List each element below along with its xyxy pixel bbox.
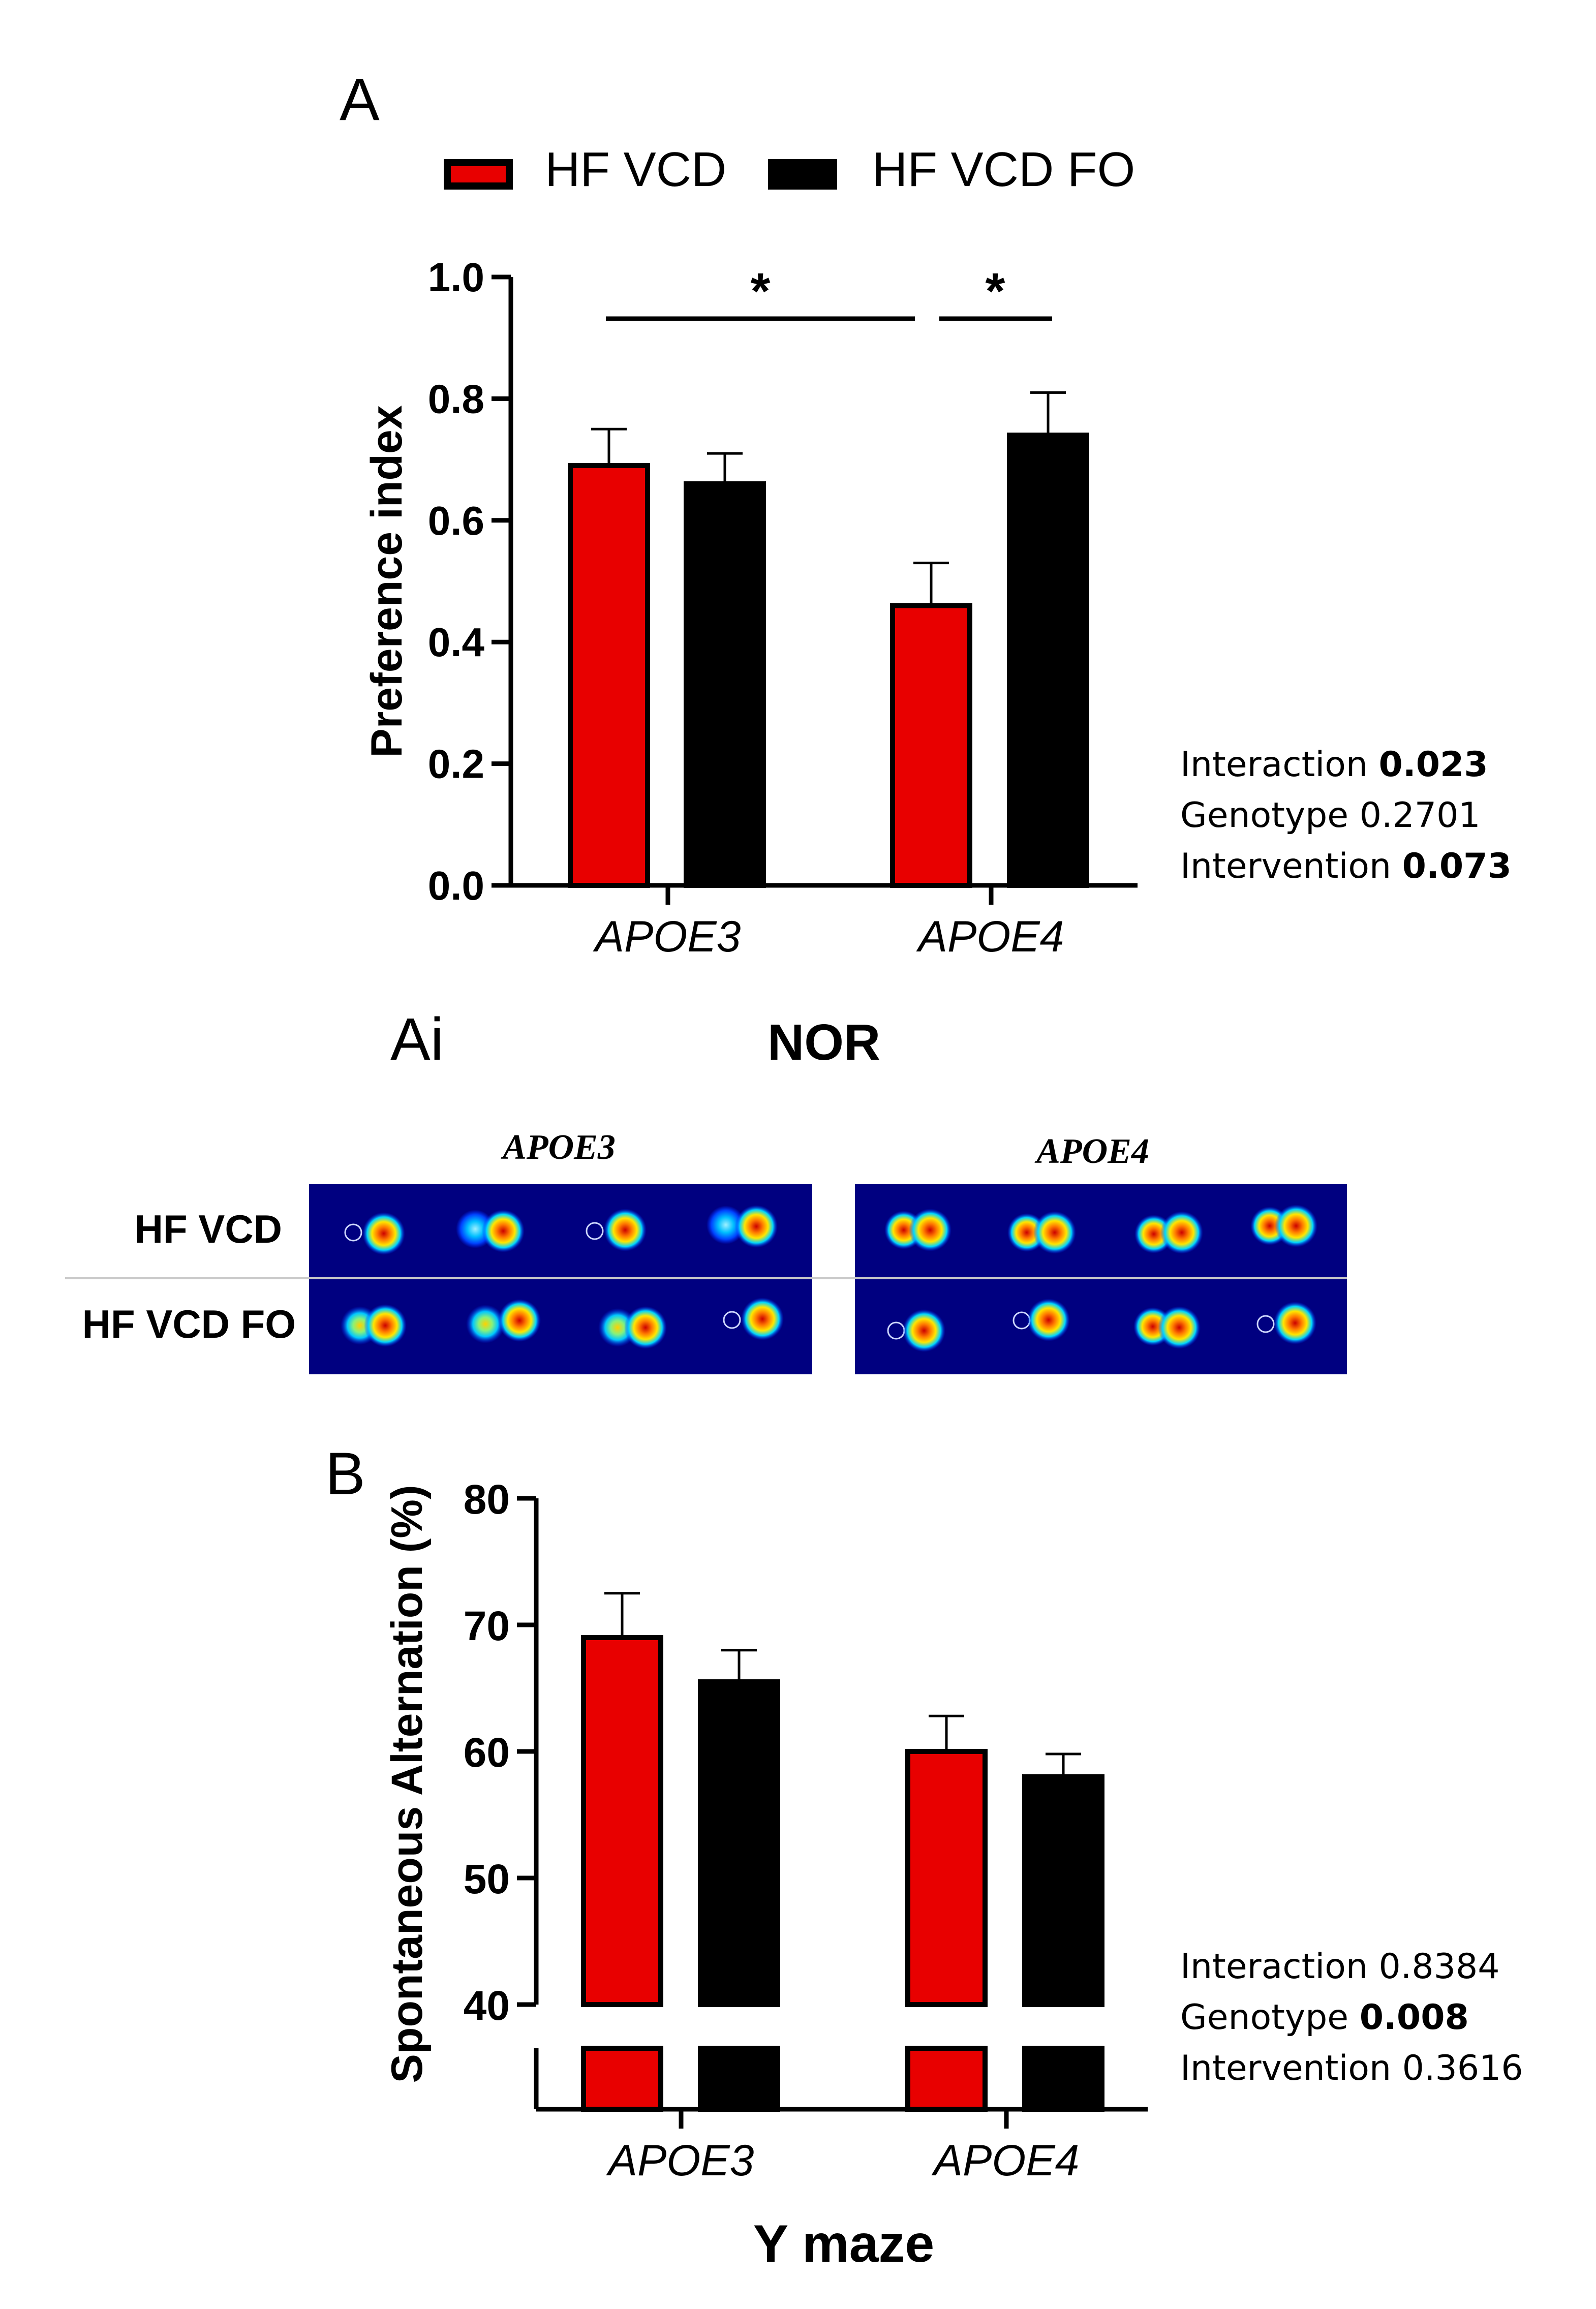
y-tick-label-a: 0.0: [428, 863, 484, 908]
stat-interaction-a: Interaction 0.023: [1180, 745, 1488, 785]
nor-heatmap-grid: [65, 1184, 1347, 1374]
panel-b-label: B: [325, 1440, 365, 1507]
bar-hf-vcd-apoe4-lower: [905, 2046, 988, 2112]
bar-hf-vcd-apoe3: [568, 463, 650, 888]
occupancy-blob-right: [362, 1212, 405, 1255]
stats-panel-a: Interaction 0.023 Genotype 0.2701 Interv…: [1180, 745, 1512, 886]
bar-hf-vcd-fo-apoe3: [684, 481, 766, 888]
chart-b-title: Y maze: [753, 2214, 935, 2273]
stat-genotype-b: Genotype 0.008: [1180, 1997, 1469, 2038]
significance-star: *: [986, 263, 1005, 320]
occupancy-blob-right: [903, 1309, 945, 1352]
stat-interaction-b: Interaction 0.8384: [1180, 1947, 1499, 1987]
y-tick-label-b: 60: [464, 1730, 510, 1776]
bar-hf-vcd-apoe4: [890, 603, 972, 888]
occupancy-blob-left: [466, 1305, 505, 1343]
occupancy-blob-right: [741, 1298, 784, 1340]
legend-swatch-hf-vcd-fo: [768, 159, 837, 190]
y-tick-label-a: 0.8: [428, 376, 484, 421]
nor-title: NOR: [768, 1014, 880, 1071]
y-tick-label-b: 80: [464, 1476, 510, 1523]
stats-panel-b: Interaction 0.8384 Genotype 0.008 Interv…: [1180, 1947, 1523, 2088]
bar-hf-vcd-apoe3-lower: [581, 2046, 663, 2112]
occupancy-blob-left: [707, 1206, 745, 1244]
occupancy-blob-right: [1027, 1299, 1070, 1341]
x-tick-label-apoe3: APOE3: [593, 912, 741, 961]
stat-genotype-a: Genotype 0.2701: [1180, 795, 1481, 836]
bar-hf-vcd-fo-apoe4-lower: [1022, 2046, 1104, 2112]
x-tick-label-apoe3: APOE3: [606, 2136, 754, 2185]
bar-hf-vcd-fo-apoe4-upper: [1022, 1774, 1104, 2008]
object-ring-marker: [344, 1223, 362, 1242]
legend-swatch-hf-vcd: [444, 159, 513, 190]
significance-star: *: [751, 263, 771, 320]
occupancy-blob-right: [1033, 1211, 1076, 1254]
occupancy-blob-right: [482, 1210, 525, 1252]
heatmap-row-hf-vcd-fo: HF VCD FO: [82, 1302, 296, 1346]
bar-hf-vcd-fo-apoe4: [1007, 433, 1089, 888]
occupancy-blob-right: [1160, 1211, 1203, 1254]
occupancy-blob-right: [604, 1209, 647, 1251]
object-ring-marker: [723, 1311, 741, 1329]
chart-preference-index: 0.0 0.2 0.4 0.6 0.8 1.0 APOE3 APOE4 Preference i…: [362, 255, 1138, 961]
occupancy-blob-right: [735, 1205, 778, 1248]
bar-hf-vcd-apoe4-upper: [905, 1749, 988, 2007]
bar-hf-vcd-fo-apoe3-upper: [698, 1679, 780, 2008]
legend: HF VCD HF VCD FO: [444, 142, 1135, 197]
x-tick-label-apoe4: APOE4: [931, 2136, 1080, 2185]
bar-hf-vcd-apoe3-upper: [581, 1635, 663, 2007]
object-ring-marker: [1256, 1315, 1275, 1333]
heatmap-row-hf-vcd: HF VCD: [135, 1207, 282, 1251]
y-tick-label-a: 0.4: [428, 620, 485, 665]
heatmap-col-apoe4: APOE4: [1034, 1132, 1149, 1171]
legend-label-hf-vcd-fo: HF VCD FO: [872, 142, 1135, 197]
panel-ai-label: Ai: [390, 1006, 444, 1073]
y-tick-label-b: 50: [464, 1856, 510, 1902]
y-tick-label-a: 1.0: [428, 255, 484, 300]
legend-label-hf-vcd: HF VCD: [545, 142, 726, 197]
y-axis-title-b: Spontaneous Alternation (%): [383, 1485, 432, 2083]
y-tick-label-b: 40: [464, 1983, 510, 2029]
y-tick-label-a: 0.6: [428, 498, 484, 543]
heatmap-col-apoe3: APOE3: [501, 1128, 616, 1167]
occupancy-blob-right: [1158, 1306, 1201, 1349]
occupancy-blob-right: [1274, 1302, 1316, 1344]
y-tick-label-a: 0.2: [428, 742, 484, 787]
occupancy-blob-right: [624, 1306, 667, 1349]
x-tick-label-apoe4: APOE4: [916, 912, 1064, 961]
occupancy-blob-right: [498, 1299, 541, 1342]
stat-intervention-b: Intervention 0.3616: [1180, 2048, 1523, 2088]
occupancy-blob-right: [364, 1304, 407, 1347]
stat-intervention-a: Intervention 0.073: [1180, 846, 1512, 886]
chart-spontaneous-alternation: 40 50 60 70 80 APOE3 APOE4 Spontaneous Alternat…: [383, 1476, 1148, 2185]
object-ring-marker: [586, 1222, 604, 1240]
occupancy-blob-right: [909, 1209, 952, 1251]
occupancy-blob-right: [1275, 1205, 1317, 1247]
panel-a-label: A: [340, 66, 380, 133]
y-tick-label-b: 70: [464, 1603, 510, 1649]
y-axis-title-a: Preference index: [362, 405, 411, 757]
bar-hf-vcd-fo-apoe3-lower: [698, 2046, 780, 2112]
